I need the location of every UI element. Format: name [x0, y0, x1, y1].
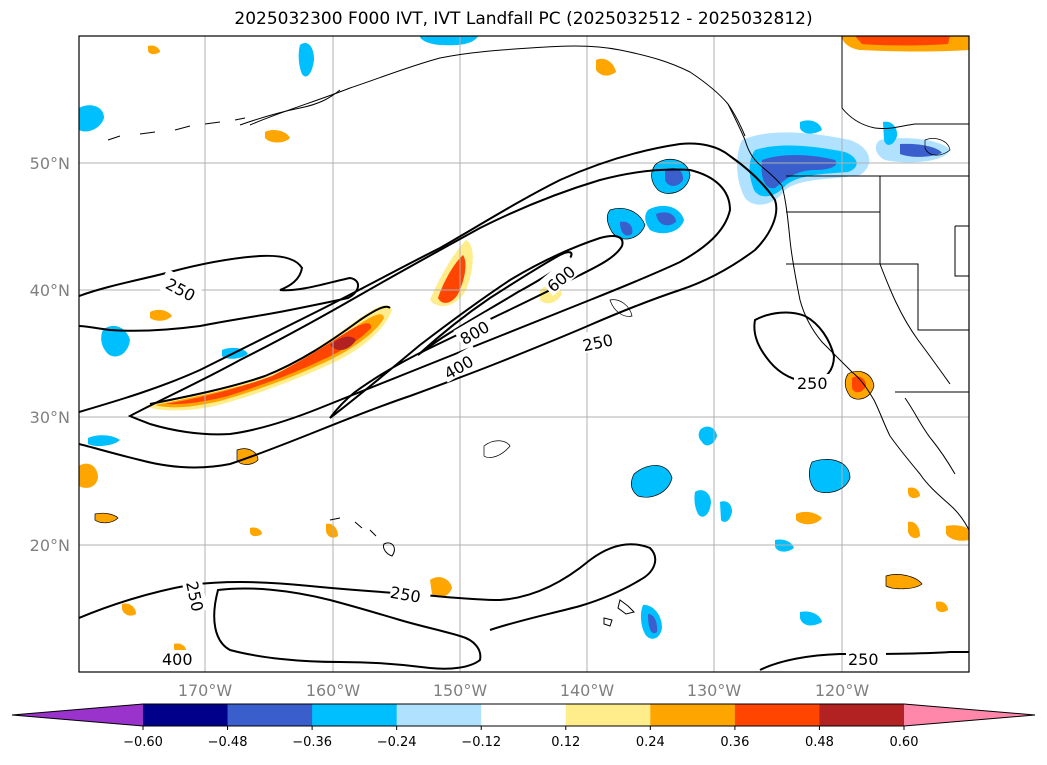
colorbar-segment: [312, 704, 398, 726]
colorbar-tick-label: −0.36: [292, 735, 332, 750]
contour-250-south: [79, 543, 657, 631]
latitude-labels: 50°N 40°N 30°N 20°N: [30, 154, 70, 555]
colorbar-extend-low: [12, 704, 143, 726]
colorbar-segment: [565, 704, 651, 726]
colorbar-segment: [227, 704, 313, 726]
state-border-nv: [880, 263, 969, 331]
contour-ar-core: [149, 305, 391, 405]
colorbar-tick-label: 0.36: [720, 735, 749, 750]
colorbar-tick-label: 0.24: [636, 735, 665, 750]
contour-400-south: [213, 587, 482, 670]
colorbar-extend-high: [904, 704, 1035, 726]
lon-label-140w: 140°W: [560, 681, 615, 700]
aleutian-islands: [107, 117, 246, 141]
bc-coast: [727, 103, 783, 187]
colorbar-segment: [143, 704, 229, 726]
contour-250-southeast: [759, 651, 969, 671]
baja-coast: [889, 435, 969, 531]
contour-250-east: [753, 311, 836, 384]
lat-label-30n: 30°N: [30, 408, 70, 427]
hawaii-islands: [329, 517, 395, 557]
small-island-1: [617, 599, 635, 615]
contour-label: 250: [797, 374, 828, 393]
contour-label: 400: [162, 650, 193, 669]
contour-label: 250: [848, 650, 879, 669]
lon-label-160w: 160°W: [306, 681, 361, 700]
lat-label-40n: 40°N: [30, 281, 70, 300]
ivt-contours: [79, 142, 969, 671]
lon-label-170w: 170°W: [178, 681, 233, 700]
map-frame: [78, 35, 970, 673]
alberta-border: [954, 225, 969, 277]
colorbar-segment: [819, 704, 905, 726]
colorbar-segment: [396, 704, 482, 726]
lon-label-130w: 130°W: [687, 681, 742, 700]
map-title: 2025032300 F000 IVT, IVT Landfall PC (20…: [234, 9, 813, 29]
colorbar: −0.60 −0.48 −0.36 −0.24 −0.12 0.12 0.24 0.36 0.4…: [11, 703, 1036, 750]
us-west-coast: [781, 185, 891, 437]
positive-anomaly-max: [165, 323, 372, 405]
alaska-coast: [249, 45, 746, 137]
colorbar-tick-label: 0.48: [805, 735, 834, 750]
lat-label-50n: 50°N: [30, 154, 70, 173]
contour-250-main: [79, 142, 778, 469]
lon-label-120w: 120°W: [815, 681, 870, 700]
contour-250-west: [79, 254, 359, 332]
colorbar-segment: [734, 704, 820, 726]
anomaly-outlines: [94, 138, 951, 590]
longitude-labels: 170°W 160°W 150°W 140°W 130°W 120°W: [178, 681, 870, 700]
graticule: [79, 36, 969, 672]
contour-600: [329, 235, 624, 419]
colorbar-segment: [650, 704, 736, 726]
alaska-peninsula: [239, 89, 341, 126]
colorbar-tick-label: −0.24: [377, 735, 417, 750]
colorbar-tick-label: −0.12: [461, 735, 501, 750]
ca-nv-diagonal: [879, 263, 951, 385]
small-island-2: [603, 617, 613, 627]
positive-anomaly-blob-2-core: [438, 255, 466, 303]
positive-anomaly-peak: [330, 336, 356, 351]
lon-label-150w: 150°W: [433, 681, 488, 700]
colorbar-tick-label: −0.48: [208, 735, 248, 750]
canada-boundary: [841, 36, 969, 129]
colorbar-tick-label: 0.12: [551, 735, 580, 750]
baja-peninsula: [904, 397, 956, 475]
map-area: [79, 36, 969, 672]
colorbar-tick-label: −0.60: [123, 735, 163, 750]
contour-400: [127, 168, 732, 436]
colorbar-tick-label: 0.60: [890, 735, 919, 750]
lat-label-20n: 20°N: [30, 536, 70, 555]
positive-anomaly-core: [155, 314, 384, 408]
map-content: [79, 36, 969, 672]
coastlines: [107, 36, 969, 627]
colorbar-segment: [481, 704, 567, 726]
